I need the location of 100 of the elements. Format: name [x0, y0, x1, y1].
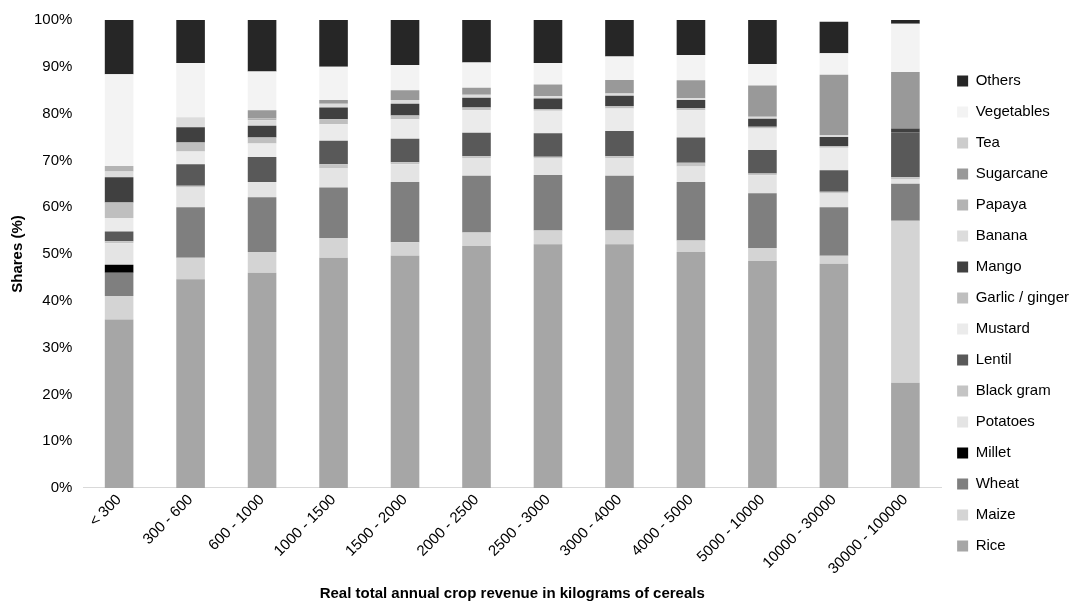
bar [176, 207, 205, 258]
bar [605, 93, 634, 96]
x-tick-label: 300 - 600 [138, 490, 196, 548]
legend-label: Garlic / ginger [975, 288, 1070, 306]
bar [462, 87, 491, 95]
bar [104, 264, 134, 273]
bar [676, 240, 706, 253]
legend-label: Rice [975, 536, 1006, 554]
bar [176, 164, 205, 186]
bar [819, 21, 849, 54]
bar [748, 85, 777, 117]
bar [533, 63, 563, 85]
bar [605, 20, 634, 57]
y-tick-label: 90% [42, 56, 73, 74]
bar [319, 107, 348, 120]
bar [819, 53, 849, 75]
bar [891, 71, 920, 129]
bar [605, 244, 634, 488]
bar [819, 136, 849, 146]
bar [247, 125, 277, 138]
bar [104, 272, 134, 297]
bar [390, 90, 420, 101]
bar [176, 117, 205, 128]
bar [891, 177, 920, 180]
bar [605, 130, 634, 157]
bar [533, 110, 563, 134]
bar [462, 94, 491, 98]
legend-label: Banana [975, 226, 1028, 244]
bar [176, 20, 205, 64]
x-axis-title: Real total annual crop revenue in kilograms of cereals [319, 584, 705, 602]
y-tick-label: 80% [42, 103, 73, 121]
bar [176, 63, 205, 118]
x-tick-label: < 300 [85, 490, 125, 530]
bar [319, 124, 348, 141]
bar [891, 132, 920, 178]
bar [533, 98, 563, 109]
bar [319, 167, 348, 188]
y-tick-label: 20% [42, 384, 73, 402]
bar [819, 193, 849, 208]
bar [748, 118, 777, 127]
bar [104, 20, 134, 75]
bar [462, 175, 491, 233]
bar [676, 252, 706, 488]
bar [176, 187, 205, 208]
bar [176, 142, 205, 152]
bar [319, 140, 348, 165]
bar [390, 103, 420, 116]
legend-label: Wheat [975, 474, 1020, 492]
bar [247, 252, 277, 273]
bar [676, 80, 706, 99]
bar [462, 232, 491, 247]
bar [104, 296, 134, 320]
bar [676, 55, 706, 81]
bar [462, 246, 491, 488]
bar [605, 230, 634, 245]
y-tick-label: 0% [50, 478, 73, 496]
bar [247, 272, 277, 488]
bar [605, 175, 634, 231]
y-tick-label: 40% [42, 290, 73, 308]
legend-label: Sugarcane [975, 164, 1049, 182]
bar [533, 96, 563, 99]
bar [605, 56, 634, 80]
bar [748, 128, 777, 151]
bar [319, 164, 348, 168]
bar [533, 174, 563, 231]
bar [104, 166, 134, 172]
y-tick-label: 100% [33, 10, 73, 28]
bar [319, 257, 348, 488]
bar [748, 150, 777, 174]
bar [605, 95, 634, 107]
y-tick-label: 30% [42, 337, 73, 355]
bar [462, 158, 491, 176]
bar [676, 100, 706, 108]
bar [319, 187, 348, 239]
bar [247, 110, 277, 119]
bar [533, 158, 563, 175]
bar [819, 207, 849, 256]
bar [748, 261, 777, 488]
bar [605, 79, 634, 94]
bar [748, 247, 777, 261]
bar [533, 230, 563, 245]
bar [390, 181, 420, 243]
bar [748, 193, 777, 248]
bar [247, 143, 277, 158]
bar [676, 181, 706, 241]
bar [676, 110, 706, 138]
bar [462, 110, 491, 133]
bar [247, 181, 277, 198]
bar [104, 217, 134, 232]
bar [891, 382, 920, 488]
legend-label: Maize [975, 505, 1016, 523]
bar [390, 164, 420, 182]
bar [891, 23, 920, 72]
bar [819, 170, 849, 192]
bar [819, 255, 849, 264]
bar [390, 64, 420, 91]
bar [176, 151, 205, 165]
bar [819, 147, 849, 171]
bar [104, 231, 134, 242]
bar [390, 115, 420, 120]
